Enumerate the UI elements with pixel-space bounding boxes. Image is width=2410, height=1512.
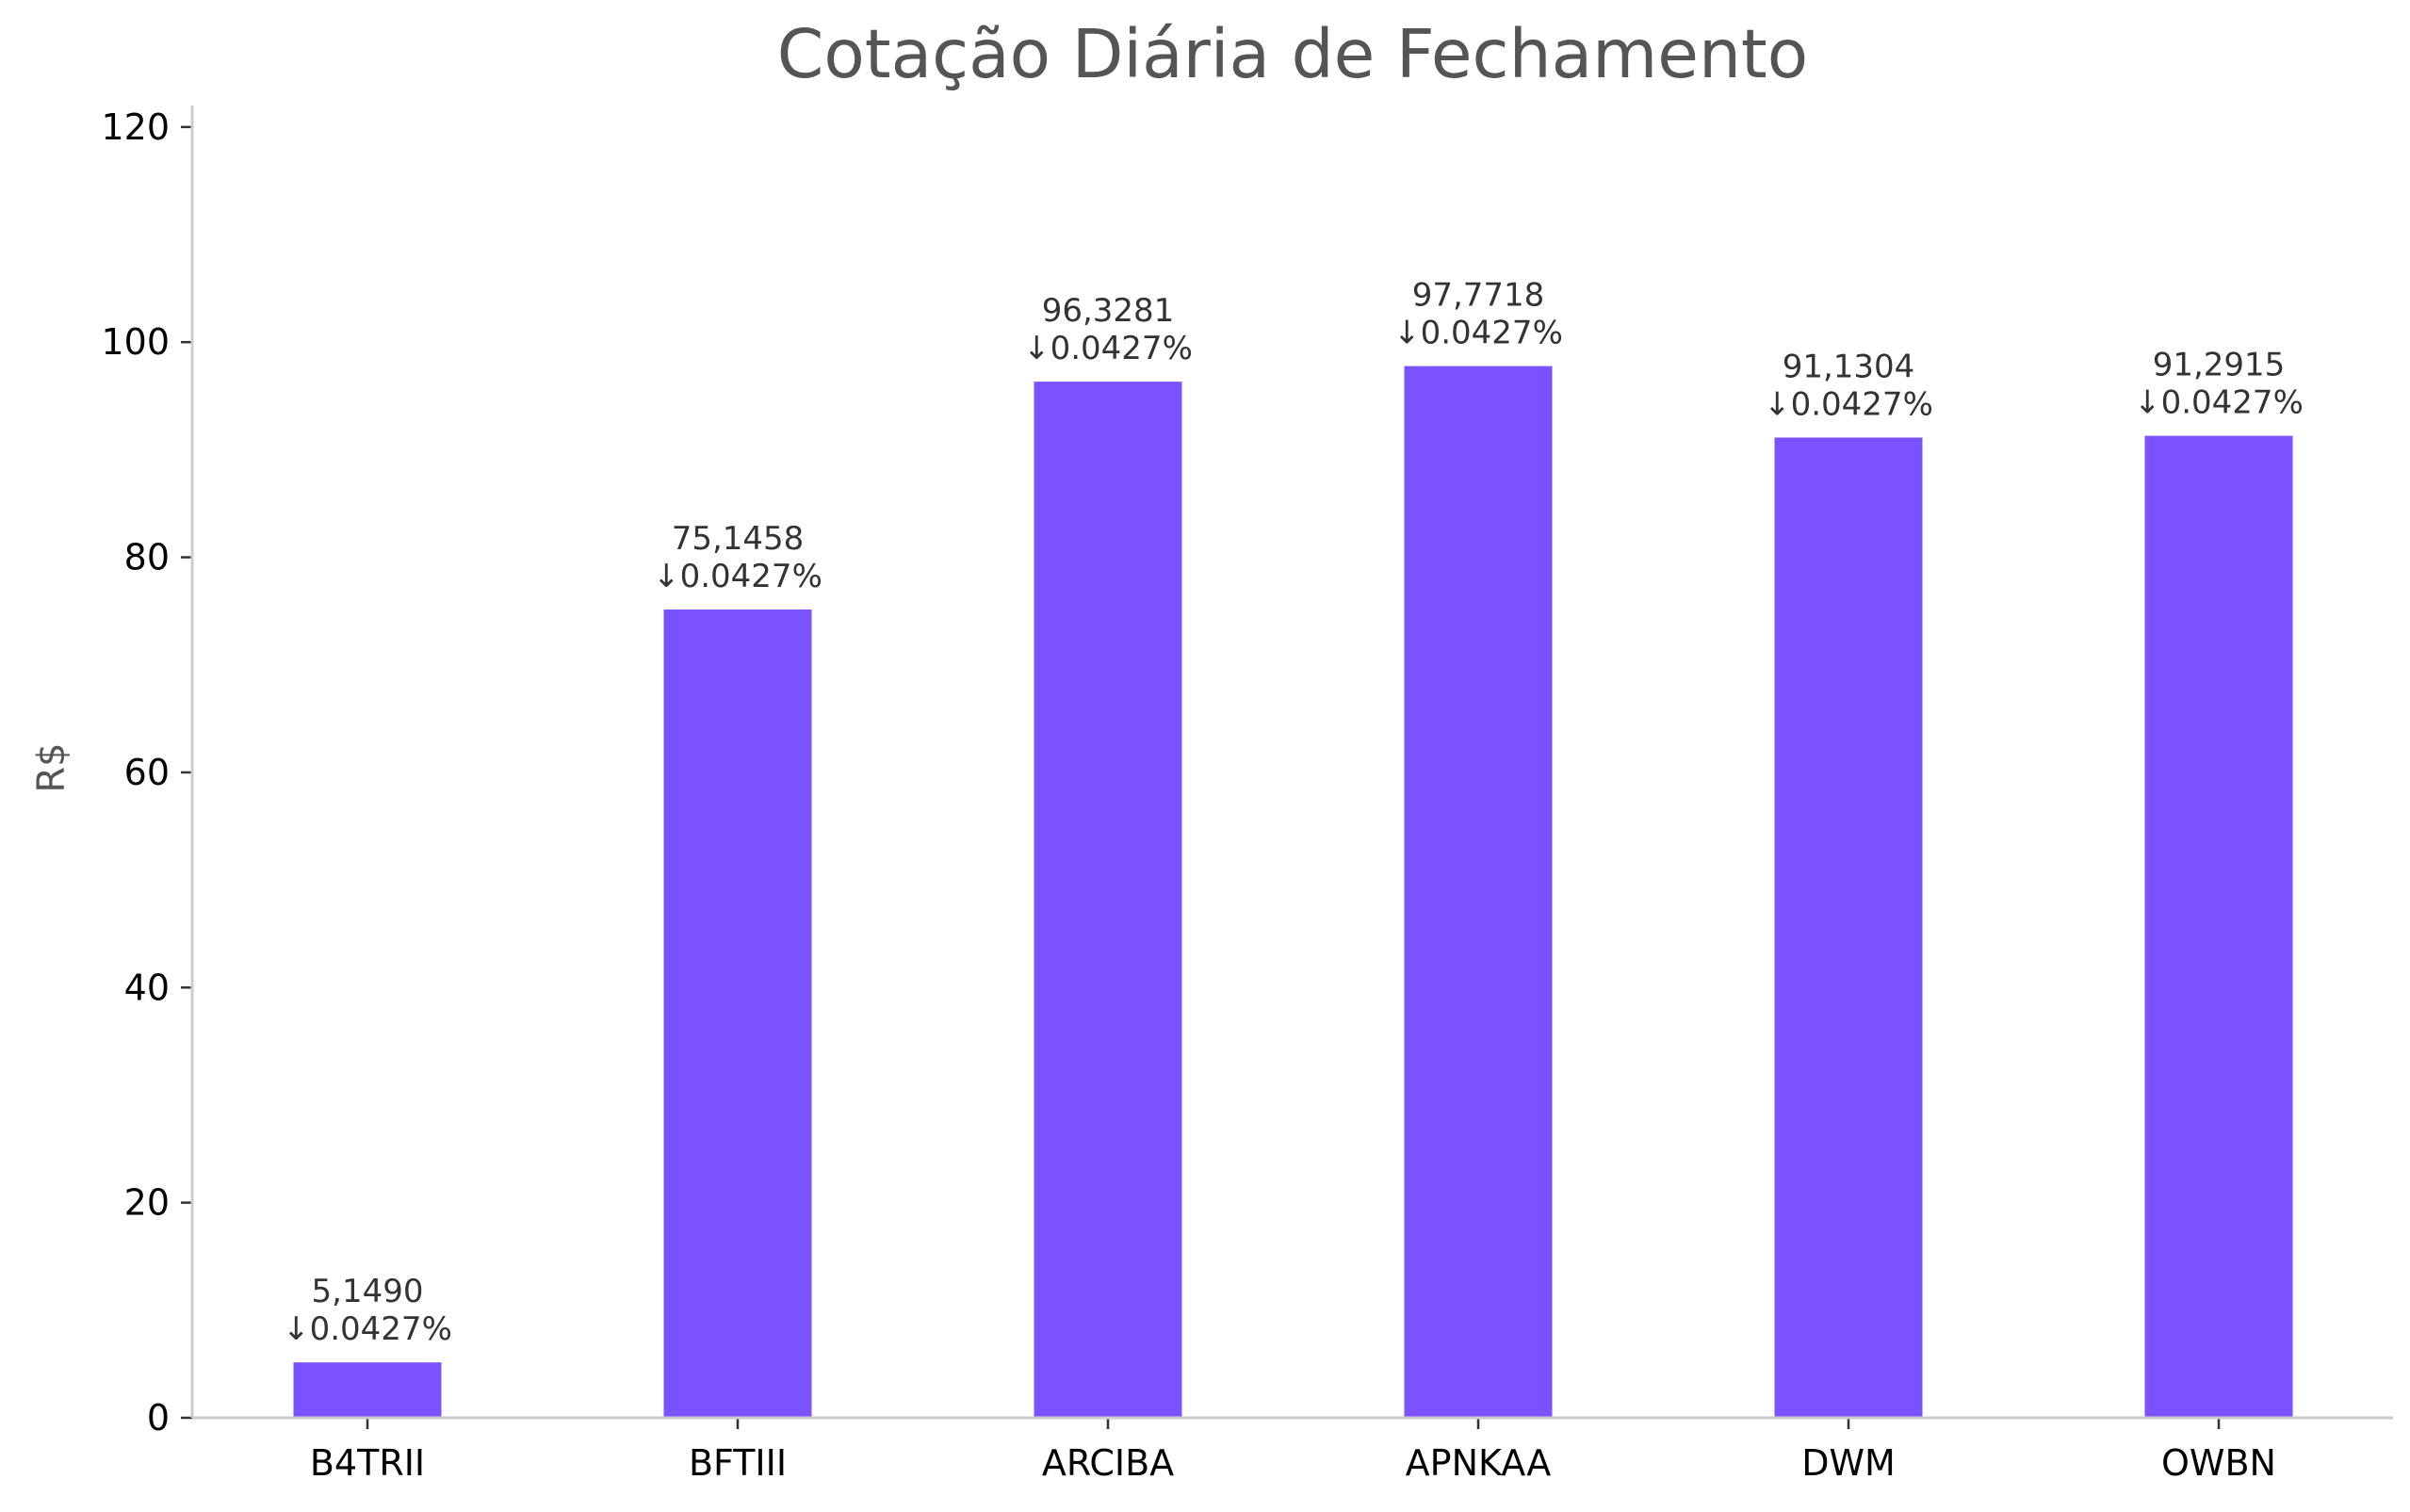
bar-change-label: ↓0.0427%: [1764, 385, 1933, 423]
bar-change-label: ↓0.0427%: [653, 558, 822, 595]
bar-change-label: ↓0.0427%: [2134, 384, 2304, 422]
bar-change-label: ↓0.0427%: [283, 1310, 452, 1348]
bar-value-label: 96,3281: [1042, 292, 1175, 330]
bar-value-label: 75,1458: [672, 520, 805, 558]
y-tick-label: 0: [147, 1397, 170, 1439]
bar: [1404, 366, 1553, 1418]
bar: [1774, 437, 1923, 1418]
x-tick-label: APNKAA: [1406, 1442, 1552, 1484]
y-tick-label: 20: [124, 1182, 170, 1224]
x-tick-label: OWBN: [2161, 1442, 2276, 1484]
x-tick-label: DWM: [1801, 1442, 1896, 1484]
y-axis-label: R$: [30, 742, 73, 792]
bar-value-label: 5,1490: [312, 1273, 424, 1310]
bar-value-label: 91,2915: [2153, 347, 2286, 384]
y-axis-ticks: 0 20 40 60 80 100 120: [101, 106, 192, 1439]
x-tick-label: B4TRII: [310, 1442, 425, 1484]
bar-value-label: 97,7718: [1412, 277, 1545, 315]
bar-change-label: ↓0.0427%: [1023, 330, 1193, 367]
x-tick-label: BFTIII: [689, 1442, 787, 1484]
y-tick-label: 80: [124, 537, 170, 578]
y-tick-label: 120: [101, 106, 170, 148]
bar: [1034, 382, 1182, 1419]
x-tick-label: ARCIBA: [1042, 1442, 1174, 1484]
bar: [293, 1362, 442, 1418]
chart-title: Cotação Diária de Fechamento: [777, 15, 1808, 93]
bar-value-label: 91,1304: [1783, 348, 1915, 385]
y-tick-label: 60: [124, 752, 170, 793]
data-labels-layer: 5,1490↓0.0427%75,1458↓0.0427%96,3281↓0.0…: [283, 277, 2304, 1349]
y-tick-label: 40: [124, 967, 170, 1008]
y-tick-label: 100: [101, 321, 170, 363]
bar-change-label: ↓0.0427%: [1393, 315, 1563, 352]
bar: [2144, 435, 2293, 1419]
bars-layer: [293, 366, 2293, 1419]
bar: [663, 609, 812, 1418]
x-axis-ticks: B4TRII BFTIII ARCIBA APNKAA DWM OWBN: [310, 1418, 2276, 1484]
